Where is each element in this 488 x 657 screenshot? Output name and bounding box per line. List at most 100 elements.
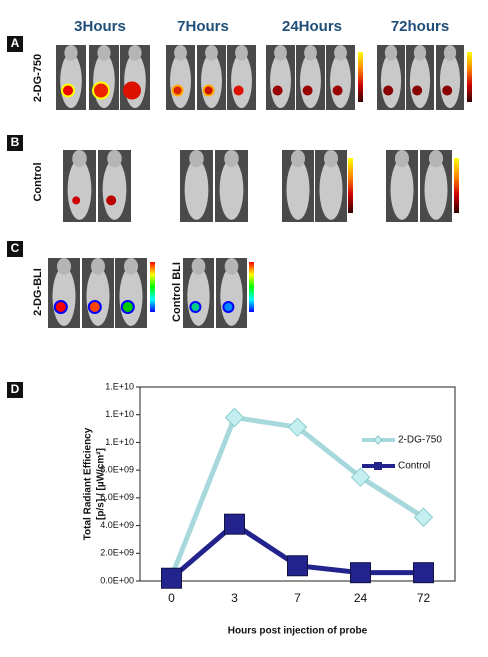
mouse-head — [274, 45, 287, 61]
point — [413, 507, 434, 527]
mouse-head — [235, 45, 248, 61]
mouse-body — [86, 267, 110, 326]
plot-frame — [139, 386, 456, 582]
y-tick-label: 6.0E+09 — [100, 492, 134, 502]
mouse-body — [231, 53, 252, 109]
time-header: 24Hours — [282, 18, 342, 35]
mouse-body — [220, 267, 243, 326]
mouse-head — [323, 150, 339, 168]
mouse-head — [191, 258, 206, 275]
time-header: 3Hours — [74, 18, 126, 35]
panel-label: B — [11, 135, 20, 149]
y-tick-label: 1.E+10 — [105, 437, 134, 447]
signal — [222, 301, 235, 313]
signal — [72, 196, 81, 205]
signal — [123, 81, 141, 100]
y-axis-label: [p/s] / [µW/cm²] — [96, 448, 107, 520]
mouse-body — [93, 53, 115, 109]
signal — [92, 81, 110, 100]
mouse-body — [424, 159, 448, 220]
mouse-head — [205, 45, 218, 61]
mouse-head — [64, 45, 78, 61]
mouse-head — [334, 45, 347, 61]
row-label: 2-DG-BLI — [32, 268, 44, 316]
signal — [233, 85, 244, 96]
signal — [383, 85, 394, 96]
panel-badge — [7, 382, 23, 398]
y-tick-label: 8.0E+09 — [100, 465, 134, 475]
mouse-body — [170, 53, 191, 109]
y-axis-label: Total Radiant Efficiency — [83, 427, 94, 540]
color-scale — [348, 158, 353, 213]
x-tick-label: 24 — [354, 591, 368, 605]
x-tick-label: 3 — [231, 591, 238, 605]
mouse-body — [201, 53, 222, 109]
mouse-body — [330, 53, 351, 109]
panel-label: D — [11, 382, 20, 396]
mouse-head — [224, 150, 239, 168]
mouse-head — [443, 45, 457, 61]
signal — [120, 300, 135, 314]
mouse-body — [102, 159, 127, 220]
chart: 0.0E+00 2.0E+09 4.0E+09 6.0E+09 8.0E+09 1.E+1… — [83, 381, 456, 637]
panel-label: A — [11, 36, 20, 50]
signal — [272, 85, 283, 96]
signal — [171, 84, 184, 97]
mouse-body — [270, 53, 291, 109]
time-header: 7Hours — [177, 18, 229, 35]
point — [287, 555, 308, 577]
point — [350, 467, 371, 487]
mouse-body — [52, 267, 76, 326]
mouse-head — [128, 45, 142, 61]
legend-label: Control — [398, 461, 430, 472]
mouse-body — [187, 267, 210, 326]
mouse-head — [56, 258, 72, 275]
mouse-images — [48, 45, 472, 328]
signal — [302, 85, 313, 96]
row-label: Control — [32, 162, 44, 201]
mouse-body — [380, 53, 402, 109]
mouse-head — [394, 150, 410, 168]
mouse-head — [174, 45, 187, 61]
mouse-head — [123, 258, 139, 275]
mouse-body — [319, 159, 343, 220]
panel-badge — [7, 241, 23, 257]
point — [161, 567, 182, 589]
signal — [87, 300, 102, 314]
mouse-body — [390, 159, 414, 220]
signal — [106, 195, 117, 206]
mouse-head — [224, 258, 239, 275]
legend-label: 2-DG-750 — [398, 435, 442, 446]
x-axis-label: Hours post injection of probe — [228, 626, 368, 637]
panel-label: C — [11, 241, 20, 255]
mouse-body — [124, 53, 146, 109]
point — [287, 417, 308, 437]
color-scale — [249, 262, 254, 312]
row-label: 2-DG-750 — [32, 54, 44, 102]
y-tick-label: 0.0E+00 — [100, 575, 134, 585]
point — [350, 562, 371, 584]
mouse-head — [413, 45, 427, 61]
signal — [332, 85, 343, 96]
mouse-body — [67, 159, 92, 220]
x-tick-label: 0 — [168, 591, 175, 605]
color-scale — [467, 52, 472, 102]
mouse-body — [286, 159, 310, 220]
mouse-body — [184, 159, 209, 220]
y-tick-label: 1.E+10 — [105, 409, 134, 419]
mouse-head — [384, 45, 398, 61]
mouse-body — [119, 267, 143, 326]
signal — [202, 84, 215, 97]
x-tick-label: 7 — [294, 591, 301, 605]
legend-marker — [374, 462, 382, 470]
color-scale — [358, 52, 363, 102]
mouse-head — [304, 45, 317, 61]
point — [224, 407, 245, 428]
mouse-head — [107, 150, 122, 168]
mouse-head — [90, 258, 106, 275]
mouse-head — [290, 150, 306, 168]
mouse-head — [97, 45, 111, 61]
mouse-head — [189, 150, 204, 168]
mouse-body — [219, 159, 244, 220]
